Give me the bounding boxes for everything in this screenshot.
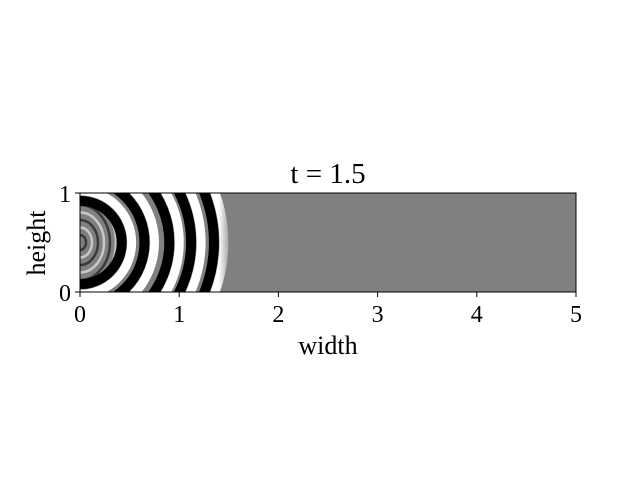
x-axis-label: width [298,331,357,360]
wavefront-edge [218,193,233,292]
x-tick-label: 3 [372,302,384,328]
wave-field [80,193,576,292]
inner-wave-ring [80,203,112,282]
y-axis-label: height [22,210,51,276]
chart-title: t = 1.5 [290,158,365,190]
wave-ring-dark [198,193,219,292]
x-tick-label: 1 [173,302,185,328]
x-tick-label: 4 [471,302,483,328]
plot-frame [79,192,577,293]
plot-area [79,192,577,293]
inner-wave-ring [80,218,100,267]
x-tick-label: 2 [272,302,284,328]
wave-ring-light [129,193,159,292]
inner-wave-ring [80,233,88,252]
y-tick-label: 0 [59,281,71,307]
y-tick-label: 1 [59,182,71,208]
wave-ring-dark [148,193,175,292]
wave-ring-dark [112,193,150,292]
x-axis-ticks: 0 1 2 3 4 5 [74,292,582,328]
wave-ring-light [80,193,137,292]
wave-ring-light [185,193,206,292]
x-tick-label: 5 [570,302,582,328]
y-axis-ticks: 01 [59,182,80,307]
inner-wave-ring [80,226,94,259]
wave-ring-light [160,193,184,292]
undisturbed-region [232,193,576,292]
inner-wave-ring [80,196,118,289]
wave-ring-dark [173,193,197,292]
inner-wave-ring [80,211,106,274]
wave-ring-dark [80,195,127,290]
x-tick-label: 0 [74,302,86,328]
